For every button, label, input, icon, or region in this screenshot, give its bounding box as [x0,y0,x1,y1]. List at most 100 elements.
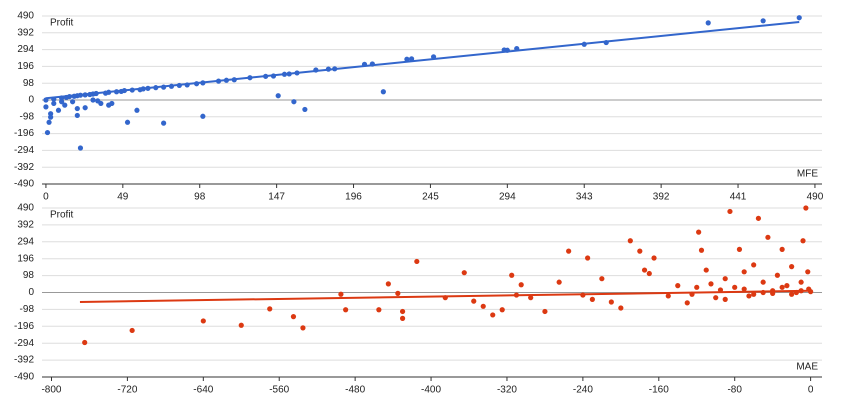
point [106,102,112,108]
point [134,107,140,113]
point [471,298,477,304]
point [651,255,657,261]
point [589,296,595,302]
point [798,279,804,285]
point [62,102,68,108]
y-tick-label: -490 [14,372,34,383]
y-tick-label: 490 [17,11,34,22]
point [509,272,515,278]
point [796,15,802,21]
point [46,119,52,125]
x-tick-label: -560 [269,385,289,396]
y-tick-label: 196 [17,61,34,72]
point [755,215,762,221]
y-tick-label: -392 [14,355,34,366]
point [399,308,406,315]
point [300,325,306,331]
point [290,314,297,320]
x-tick-label: -240 [573,385,593,396]
y-tick-label: 392 [17,27,34,38]
point [696,229,702,235]
point [694,284,700,290]
y-tick-label: 98 [23,270,35,281]
point [789,264,795,270]
x-tick-label: -720 [117,385,137,396]
x-tick-label: -80 [727,385,742,396]
point [703,267,709,273]
y-tick-label: 392 [17,220,34,231]
x-tick-label: 0 [43,192,49,203]
point [608,299,614,305]
y-tick-label: 0 [28,287,34,298]
point [722,296,728,302]
point [746,293,752,299]
point [82,105,88,111]
point [800,238,806,244]
point [82,339,88,346]
point [741,286,747,292]
point [395,290,401,296]
x-axis-title: MFE [797,169,818,180]
x-tick-label: -640 [193,385,213,396]
point [275,93,281,99]
x-tick-label: -400 [421,385,441,396]
y-tick-label: -490 [14,179,34,190]
x-tick-label: -160 [649,385,669,396]
point [51,100,57,107]
point [751,291,757,297]
point [90,97,96,103]
x-tick-label: 392 [653,192,670,203]
point [741,269,747,275]
y-tick-label: -294 [14,338,34,349]
point [74,105,80,112]
point [490,312,496,318]
point [161,120,167,126]
point [736,246,743,252]
point [200,318,206,324]
y-tick-label: 294 [17,236,34,247]
x-tick-label: -320 [497,385,517,396]
point [641,267,648,273]
point [789,291,795,297]
point [727,208,733,215]
y-tick-label: -196 [14,321,34,332]
point [44,129,51,136]
y-tick-label: 490 [17,203,34,214]
point [95,98,101,104]
point [43,104,49,110]
x-tick-label: 98 [194,192,206,203]
point [48,114,54,120]
point [805,269,811,275]
point [376,307,382,313]
x-tick-label: 147 [268,192,285,203]
point [665,293,671,299]
y-tick-label: 98 [23,78,35,89]
point [627,238,633,244]
point [399,315,406,321]
y-tick-label: 294 [17,44,34,55]
point [760,279,766,285]
point [518,282,524,288]
point [722,276,728,282]
point [751,262,757,268]
point [708,281,714,287]
point [291,99,297,105]
point [385,281,391,287]
point [414,258,420,265]
y-tick-label: -98 [20,304,35,315]
point [77,145,84,151]
point [74,112,80,119]
point [637,248,643,254]
point [779,246,785,252]
x-tick-label: 441 [730,192,747,203]
y-axis-title: Profit [50,18,74,29]
trend-line [45,21,800,100]
point [646,270,652,277]
y-axis-title: Profit [50,210,74,221]
point [760,18,766,24]
x-tick-label: 294 [499,192,516,203]
y-tick-label: -392 [14,162,34,173]
point [404,56,410,62]
point [684,300,690,306]
